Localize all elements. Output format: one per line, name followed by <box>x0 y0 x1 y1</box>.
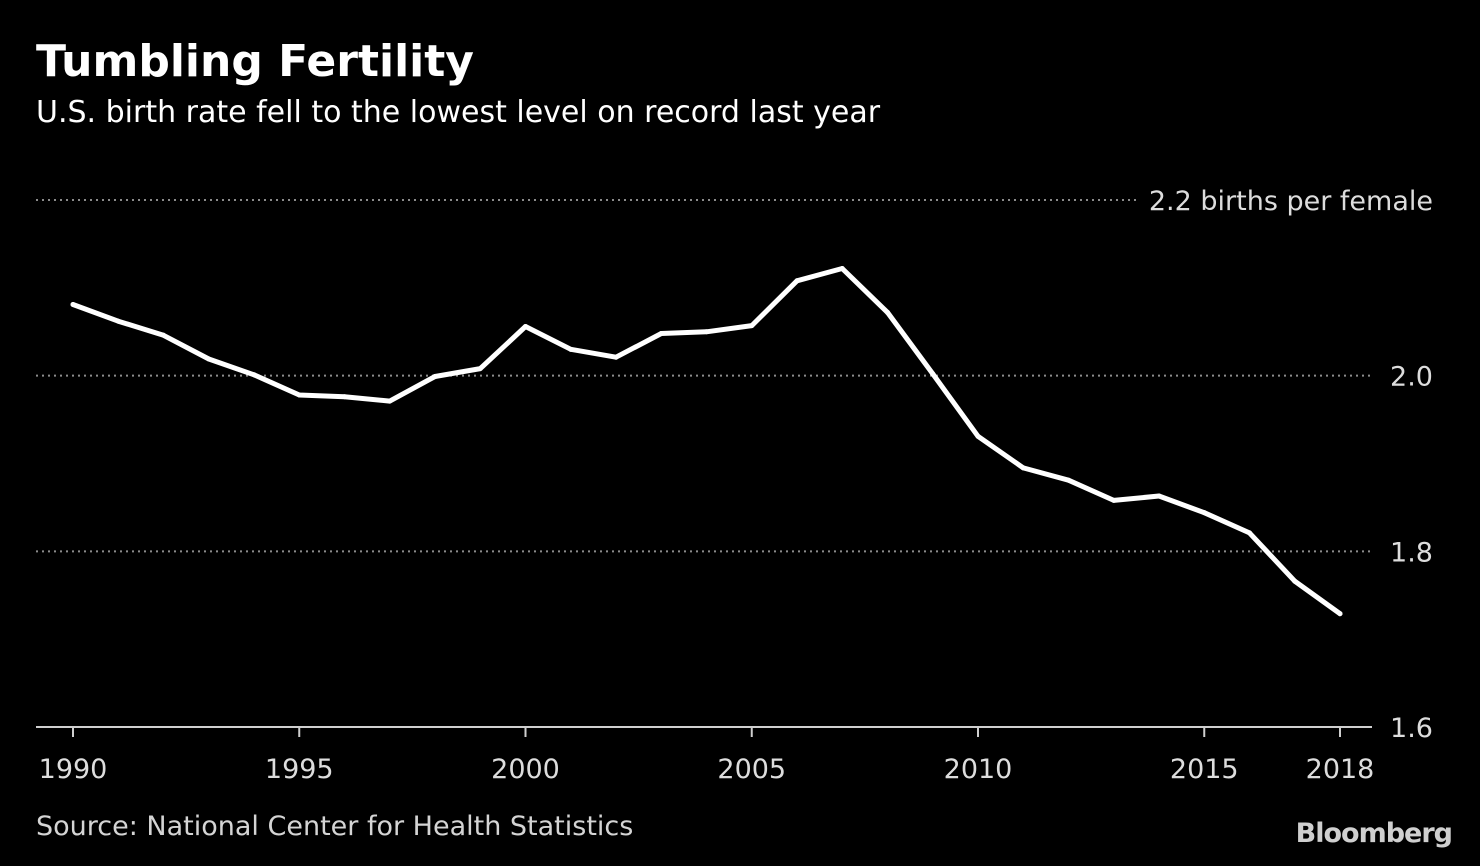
x-tick-label: 2005 <box>717 754 786 785</box>
data-point-2003 <box>658 331 664 337</box>
data-point-2017 <box>1292 578 1298 584</box>
data-point-1999 <box>477 366 483 372</box>
data-point-1996 <box>342 394 347 400</box>
data-point-2009 <box>930 371 936 377</box>
x-axis <box>36 726 1372 737</box>
data-point-2004 <box>704 329 709 335</box>
data-point-1998 <box>432 374 438 380</box>
data-point-2005 <box>749 323 755 329</box>
series-line <box>70 266 1343 617</box>
data-point-2011 <box>1020 465 1026 471</box>
y-tick-label: 1.6 <box>1390 713 1433 744</box>
data-point-1991 <box>115 318 121 324</box>
data-point-2012 <box>1066 477 1071 483</box>
chart-subtitle: U.S. birth rate fell to the lowest level… <box>36 95 881 130</box>
data-point-1995 <box>296 392 302 398</box>
data-point-2008 <box>885 309 890 315</box>
x-tick-label: 1990 <box>39 754 108 785</box>
x-tick-label: 2010 <box>944 754 1013 785</box>
series-layer <box>70 266 1343 617</box>
y-axis-labels: 2.2 births per female 2.0 1.8 1.6 <box>1149 186 1433 744</box>
data-point-2018 <box>1337 611 1343 617</box>
x-axis-labels: 1990 1995 2000 2005 2010 2015 2018 <box>39 754 1375 785</box>
data-point-1990 <box>70 302 76 308</box>
x-tick-label: 2000 <box>491 754 560 785</box>
data-point-2000 <box>523 323 528 329</box>
data-point-2006 <box>794 278 800 284</box>
bloomberg-logo: Bloomberg <box>1295 818 1453 849</box>
data-point-2013 <box>1111 497 1117 503</box>
x-tick-label: 2015 <box>1170 754 1239 785</box>
data-point-2010 <box>975 433 981 439</box>
data-point-2014 <box>1156 493 1162 499</box>
data-point-1993 <box>206 356 212 362</box>
data-point-2007 <box>839 266 845 272</box>
data-point-2015 <box>1201 510 1207 516</box>
data-point-2001 <box>568 346 574 352</box>
data-point-2002 <box>613 354 619 360</box>
data-point-1992 <box>161 332 166 338</box>
data-point-1997 <box>387 398 393 404</box>
y-tick-label: 2.0 <box>1390 362 1433 393</box>
x-tick-label: 2018 <box>1306 754 1375 785</box>
data-point-2016 <box>1247 530 1252 536</box>
data-point-1994 <box>251 372 257 378</box>
chart-title: Tumbling Fertility <box>36 36 474 87</box>
y-tick-label: 2.2 births per female <box>1149 186 1433 217</box>
source-note: Source: National Center for Health Stati… <box>36 811 634 842</box>
y-tick-label: 1.8 <box>1390 537 1433 568</box>
x-tick-label: 1995 <box>265 754 334 785</box>
